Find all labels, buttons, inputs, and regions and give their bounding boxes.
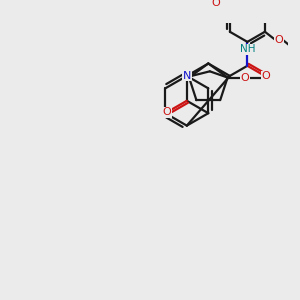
Text: N: N [183,71,191,81]
Text: NH: NH [240,44,255,54]
Text: O: O [261,71,270,81]
Text: O: O [240,73,249,83]
Text: O: O [211,0,220,8]
Text: O: O [275,35,284,45]
Text: O: O [163,107,171,117]
